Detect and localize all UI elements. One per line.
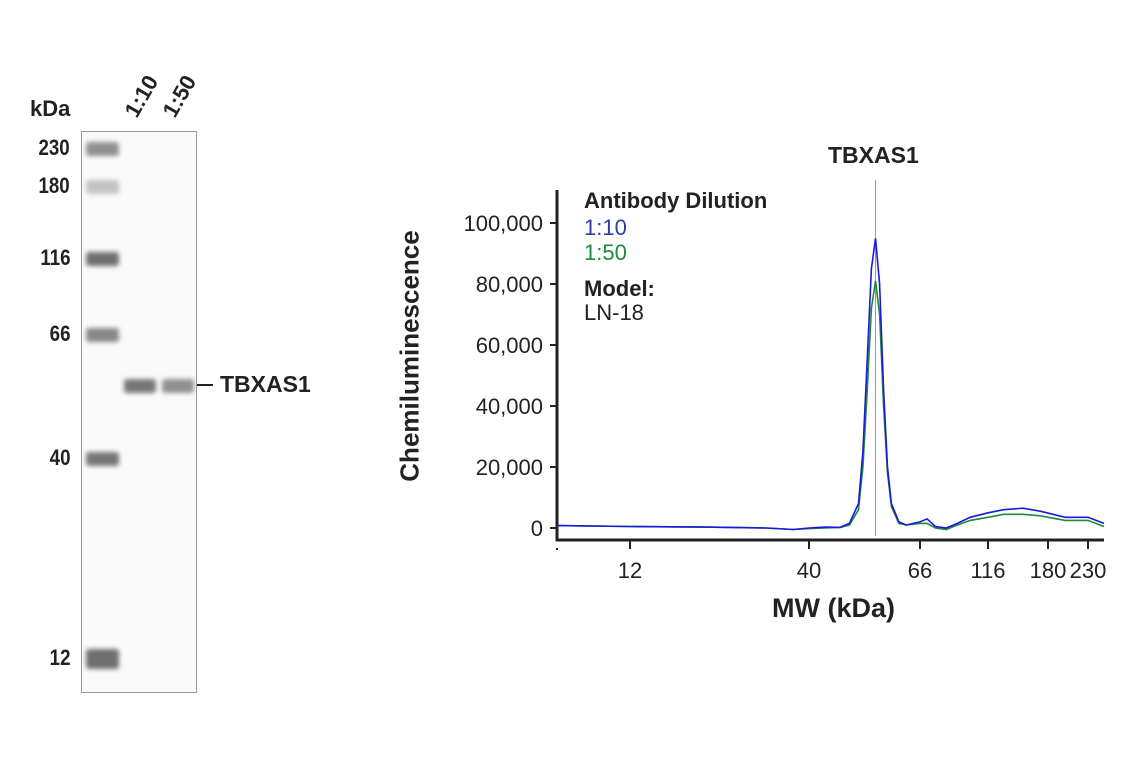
- x-tick-label: 12: [618, 558, 642, 583]
- mw-marker-label: 66: [49, 321, 70, 346]
- ladder-band-12: [86, 649, 119, 669]
- mw-marker-label: 40: [49, 445, 70, 470]
- ladder-band-180: [86, 180, 119, 194]
- mw-marker-label: 230: [38, 135, 70, 160]
- mw-marker-label: 180: [38, 173, 70, 198]
- x-tick-label: 66: [908, 558, 932, 583]
- y-tick-label: 100,000: [463, 211, 543, 236]
- chart-title: TBXAS1: [828, 142, 919, 168]
- target-band-lane-1: [124, 379, 156, 393]
- x-tick-label: 230: [1070, 558, 1107, 583]
- legend-series-1: 1:10: [584, 215, 627, 240]
- legend-series-2: 1:50: [584, 240, 627, 265]
- legend-title: Antibody Dilution: [584, 188, 768, 213]
- y-tick-label: 0: [531, 516, 543, 541]
- y-tick-label: 20,000: [476, 455, 543, 480]
- legend-model-title: Model:: [584, 276, 655, 301]
- x-tick-label: 116: [970, 558, 1005, 583]
- x-axis-label: MW (kDa): [772, 593, 895, 623]
- ladder-band-230: [86, 142, 119, 156]
- y-tick-label: 60,000: [476, 333, 543, 358]
- ladder-band-66: [86, 328, 119, 342]
- x-tick-label: 180: [1030, 558, 1067, 583]
- legend-model-value: LN-18: [584, 300, 644, 325]
- x-tick-label: 40: [797, 558, 821, 583]
- kda-unit-label: kDa: [30, 96, 71, 121]
- y-tick-label: 80,000: [476, 272, 543, 297]
- y-tick-label: 40,000: [476, 394, 543, 419]
- target-band-lane-2: [162, 379, 194, 393]
- ladder-band-116: [86, 252, 119, 266]
- series-line-1-10: [556, 238, 1105, 531]
- target-indicator-line: [197, 384, 213, 386]
- ladder-band-40: [86, 452, 119, 466]
- mw-marker-label: 116: [39, 245, 70, 270]
- mw-marker-label: 12: [49, 645, 70, 670]
- blot-image: [81, 131, 197, 693]
- target-label: TBXAS1: [220, 371, 311, 397]
- y-axis-label: Chemiluminescence: [394, 230, 425, 482]
